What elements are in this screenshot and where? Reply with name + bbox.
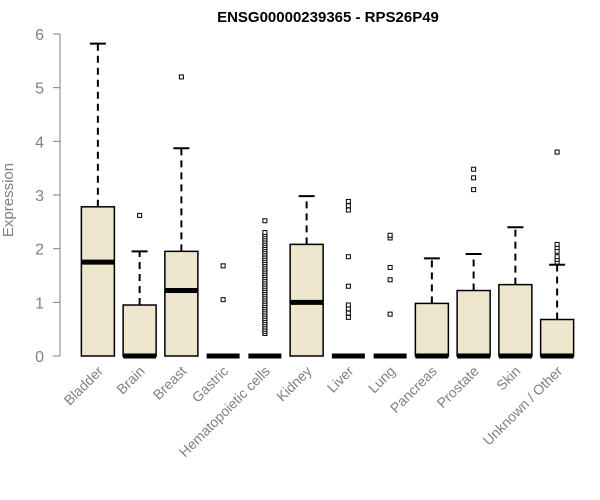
y-tick-label: 2 [35,242,44,259]
outlier-point [137,212,143,218]
box-brain [122,212,157,359]
outlier-point [471,166,477,172]
x-tick-label: Liver [324,363,357,396]
outlier-point [387,264,393,270]
box-rect [539,318,575,357]
box-prostate [456,166,491,359]
outlier-point [471,175,477,181]
box-liver [331,198,365,359]
outlier-point [345,254,351,260]
outlier-point [220,297,226,303]
outlier-point [345,203,351,209]
y-tick-label: 0 [35,349,44,366]
box-rect [414,302,450,357]
outlier-point [554,254,560,260]
outlier-point [554,149,560,155]
box-skin [498,226,533,359]
box-hematopoietic-cells [248,218,282,359]
chart-title: ENSG00000239365 - RPS26P49 [217,9,439,26]
boxes-layer [80,42,575,359]
box-breast [164,74,199,357]
y-tick-label: 5 [35,81,44,98]
y-tick-label: 3 [35,188,44,205]
y-axis: 0 1 2 3 4 5 6 [35,27,61,366]
box-rect [164,250,199,357]
y-axis-label: Expression [0,163,17,237]
outlier-point [345,310,351,316]
x-tick-label: Lung [365,363,398,396]
box-kidney [289,195,324,357]
x-tick-label: Kidney [273,363,315,405]
outlier-point [178,74,184,80]
box-bladder [80,42,116,357]
outlier-point [345,283,351,289]
x-tick-label: Unknown / Other [480,363,566,449]
box-pancreas [414,257,450,359]
outlier-point [262,218,268,224]
y-tick-label: 1 [35,295,44,312]
box-rect [122,304,157,357]
box-rect [498,283,533,357]
outlier-point [345,198,351,204]
outlier-point [262,230,268,236]
box-gastric [206,263,240,359]
outlier-point [387,232,393,238]
outlier-point [387,311,393,317]
outlier-point [387,277,393,283]
box-unknown-other [539,149,575,359]
outlier-point [554,241,560,247]
outlier-point [345,207,351,213]
outlier-point [220,263,226,269]
x-tick-label: Brain [113,363,147,397]
box-lung [373,232,407,359]
box-rect [80,206,116,357]
outlier-point [345,314,351,320]
box-rect [456,289,491,357]
x-tick-label: Prostate [434,363,482,411]
x-tick-label: Bladder [61,363,107,409]
outlier-point [471,187,477,193]
outlier-point [345,302,351,308]
y-tick-label: 6 [35,27,44,44]
x-tick-label: Skin [493,363,524,394]
y-tick-label: 4 [35,134,44,151]
x-tick-label: Breast [150,363,190,403]
